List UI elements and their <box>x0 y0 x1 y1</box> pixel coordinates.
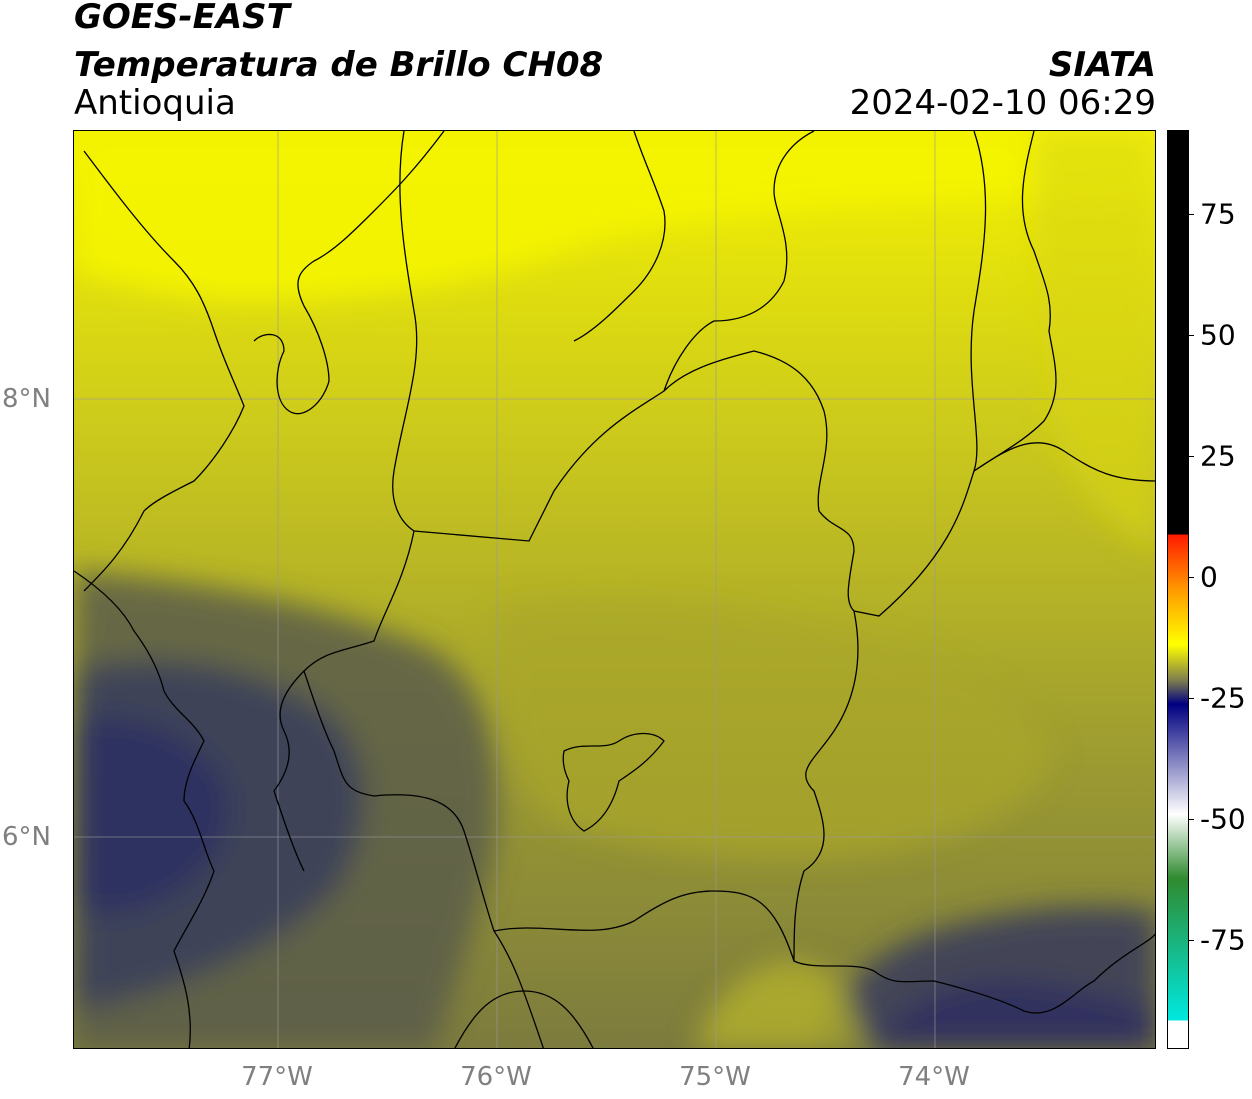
brightness-temperature-map <box>74 131 1155 1048</box>
region-subtitle: Antioquia <box>74 83 236 123</box>
colorbar-tick <box>1188 819 1194 821</box>
coastline-pacific <box>74 570 215 1048</box>
gridlines <box>74 131 1155 1048</box>
colorbar-label: -75 <box>1200 923 1246 957</box>
aburra-valley-outline <box>562 732 665 832</box>
antioquia-border-south <box>303 530 545 1048</box>
organization-label: SIATA <box>1048 45 1156 85</box>
x-tick-label: 77°W <box>241 1062 313 1092</box>
colorbar-tick <box>1188 698 1194 700</box>
colorbar <box>1167 130 1189 1049</box>
x-tick-label: 76°W <box>460 1062 532 1092</box>
southern-bright-lobe <box>694 961 864 1048</box>
colorbar-label: -50 <box>1200 802 1246 836</box>
colorbar-label: 0 <box>1200 560 1218 594</box>
southeast-dark-core <box>875 981 1155 1048</box>
central-olive-region <box>494 600 1054 860</box>
satellite-title: GOES-EAST <box>74 0 290 37</box>
department-line-sw <box>454 990 594 1048</box>
datetime-label: 2024-02-10 06:29 <box>849 83 1156 123</box>
east-bright-strip <box>1032 131 1155 550</box>
colorbar-label: 50 <box>1200 318 1236 352</box>
colorbar-tick <box>1188 940 1194 942</box>
colorbar-label: 75 <box>1200 197 1236 231</box>
y-tick-label: 6°N <box>2 822 51 852</box>
temperature-field <box>74 131 1155 1048</box>
southwest-dark-core <box>74 718 230 914</box>
boundary-sw-wiggle <box>273 670 305 872</box>
department-line-cordoba <box>663 131 815 392</box>
x-tick-label: 75°W <box>679 1062 751 1092</box>
department-line-bolivar <box>573 131 666 342</box>
antioquia-border <box>392 131 987 617</box>
x-tick-label: 74°W <box>898 1062 970 1092</box>
coastline-north <box>83 150 245 592</box>
colorbar-label: -25 <box>1200 681 1246 715</box>
boundary-east-branch <box>973 131 1057 472</box>
colorbar-label: 25 <box>1200 439 1236 473</box>
colorbar-tick <box>1188 577 1194 579</box>
colorbar-tick <box>1188 335 1194 337</box>
department-line-caldas <box>493 890 795 962</box>
y-tick-label: 8°N <box>2 384 51 414</box>
coastline-urabá <box>253 131 445 415</box>
northern-bright-zone <box>74 131 1155 301</box>
colorbar-tick <box>1188 456 1194 458</box>
product-title: Temperatura de Brillo CH08 <box>74 45 604 85</box>
colorbar-tick <box>1188 214 1194 216</box>
map-panel <box>73 130 1156 1049</box>
antioquia-border-east <box>793 610 1155 1014</box>
boundary-lines <box>74 131 1155 1048</box>
